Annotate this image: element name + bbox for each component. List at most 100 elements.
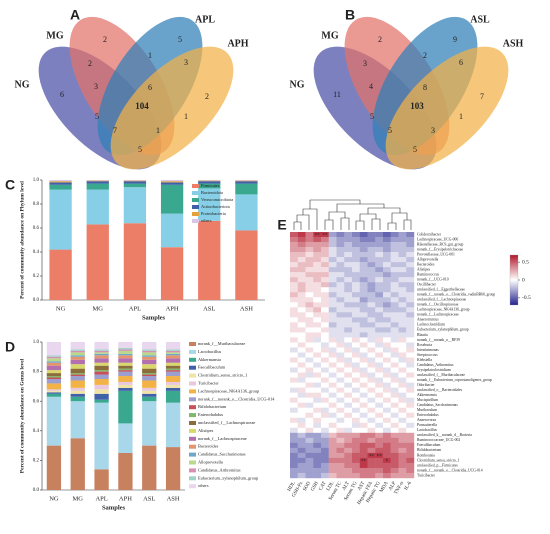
heatmap-cell — [344, 387, 353, 393]
heatmap-cell — [383, 307, 391, 313]
heatmap-cell — [344, 297, 353, 303]
heatmap-cell — [367, 377, 376, 383]
heatmap-cell — [313, 432, 322, 439]
bar-segment — [160, 184, 184, 214]
heatmap-cell — [305, 472, 314, 479]
heatmap-cell — [297, 362, 306, 368]
heatmap-cell — [398, 462, 407, 469]
heatmap-cell — [321, 247, 329, 253]
heatmap-cell — [359, 432, 368, 439]
heatmap-cell — [336, 427, 345, 434]
panel-letter: D — [5, 339, 15, 355]
bar-segment — [118, 381, 133, 385]
row-label: Parasutterella — [417, 423, 437, 427]
x-tick-label: APL — [129, 305, 141, 312]
heatmap-cell — [290, 387, 298, 393]
heatmap-cell — [344, 242, 353, 248]
heatmap-cell — [305, 287, 314, 293]
heatmap-cell — [336, 362, 345, 368]
heatmap-cell — [367, 457, 376, 464]
heatmap-cell — [305, 377, 314, 383]
heatmap-cell — [321, 277, 329, 283]
row-label: norank_f__Oscillospiraceae — [417, 303, 459, 307]
heatmap-cell — [321, 367, 329, 373]
bar-segment — [142, 373, 157, 375]
heatmap-cell — [336, 267, 345, 273]
bar-segment — [70, 387, 85, 391]
venn-set-label: APL — [195, 14, 215, 25]
heatmap-cell — [398, 407, 407, 413]
heatmap-cell — [344, 327, 353, 333]
heatmap-cell — [367, 402, 376, 408]
bar-segment — [142, 368, 157, 374]
heatmap-cell — [367, 432, 376, 439]
heatmap-cell — [297, 312, 306, 318]
heatmap-cell — [344, 462, 353, 469]
heatmap-cell — [367, 267, 376, 273]
heatmap-cell — [383, 317, 391, 323]
bar-segment — [118, 353, 133, 356]
heatmap-cell — [390, 257, 399, 263]
heatmap-cell — [321, 342, 329, 348]
heatmap-cell — [367, 252, 376, 258]
heatmap-cell — [328, 392, 337, 398]
heatmap-cell — [352, 352, 360, 358]
heatmap-cell — [344, 322, 353, 328]
legend-label: Bifidobacterium — [198, 404, 227, 409]
significance-label: ** — [377, 454, 383, 459]
heatmap-cell — [398, 382, 407, 388]
heatmap-cell — [367, 262, 376, 268]
column-label: CAT — [319, 481, 328, 492]
heatmap-cell — [321, 327, 329, 333]
heatmap-cell — [390, 277, 399, 283]
heatmap-cell — [321, 377, 329, 383]
heatmap-cell — [344, 382, 353, 388]
venn-count: 2 — [423, 51, 427, 60]
heatmap-cell — [375, 467, 384, 474]
heatmap-cell — [406, 347, 415, 353]
heatmap-cell — [352, 247, 360, 253]
heatmap-cell — [375, 257, 384, 263]
heatmap-cell — [290, 362, 298, 368]
row-label: Bacteroides — [417, 262, 435, 266]
panel-letter: C — [5, 177, 15, 193]
heatmap-cell — [305, 317, 314, 323]
heatmap-cell — [305, 297, 314, 303]
heatmap-cell — [375, 397, 384, 403]
heatmap-cell — [406, 297, 415, 303]
heatmap-cell — [359, 232, 368, 238]
heatmap-cell — [321, 417, 329, 423]
row-label: Turicibacter — [417, 473, 436, 477]
legend-swatch — [189, 357, 196, 362]
bar-segment — [142, 380, 157, 388]
bar-segment — [235, 183, 258, 195]
heatmap-cell — [390, 452, 399, 459]
heatmap-cell — [305, 447, 314, 454]
bar-segment — [165, 402, 181, 448]
bar-segment — [70, 390, 85, 394]
heatmap-cell — [336, 437, 345, 444]
heatmap-cell — [328, 272, 337, 278]
bar-segment — [123, 181, 147, 184]
heatmap-cell — [290, 277, 298, 283]
y-axis-title: Percent of community abundance on Phylum… — [19, 181, 25, 299]
heatmap-cell — [305, 257, 314, 263]
heatmap-cell — [352, 432, 360, 439]
heatmap-cell — [375, 237, 384, 243]
heatmap-cell — [290, 397, 298, 403]
heatmap-cell — [344, 437, 353, 444]
heatmap-cell — [406, 457, 415, 464]
bar-segment — [160, 182, 184, 185]
heatmap-cell — [406, 357, 415, 363]
bar-segment — [123, 180, 147, 182]
heatmap-cell — [305, 302, 314, 308]
heatmap-cell — [305, 467, 314, 474]
heatmap-cell — [344, 257, 353, 263]
row-label: Rikenellaceae_RC9_gut_group — [417, 242, 463, 246]
heatmap-cell — [344, 302, 353, 308]
heatmap-cell — [406, 292, 415, 298]
y-tick-label: 0.4 — [33, 250, 40, 255]
heatmap-cell — [406, 257, 415, 263]
heatmap-cell — [367, 367, 376, 373]
heatmap-cell — [328, 242, 337, 248]
